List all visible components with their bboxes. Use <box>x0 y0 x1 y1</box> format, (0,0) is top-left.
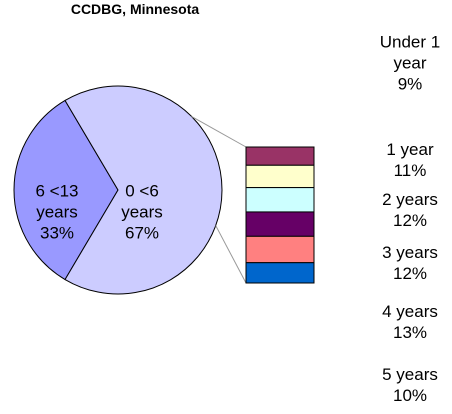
bar-segment <box>245 235 315 264</box>
label-text: 67% <box>124 223 160 243</box>
data-label: 3 years 12% <box>377 242 443 284</box>
label-text: 12% <box>392 264 428 283</box>
data-label: 5 years 10% <box>377 364 443 406</box>
label-text: 2 years <box>382 190 438 209</box>
pie-slice <box>64 85 223 295</box>
bar-segment <box>245 164 315 189</box>
label-text: 11% <box>393 161 427 180</box>
connector-line <box>215 225 247 284</box>
data-label: 1 year 11% <box>377 139 443 181</box>
label-text: 0 <6 years <box>121 181 163 222</box>
data-label: 6 <13 years 33% <box>31 181 83 244</box>
bar-segment <box>245 262 315 284</box>
label-text: 13% <box>392 323 428 342</box>
bar-segment <box>245 146 315 166</box>
label-text: Under 1 year <box>379 32 441 73</box>
bar-segment <box>245 211 315 237</box>
label-text: 5 years <box>382 365 438 384</box>
label-text: 1 year <box>386 140 434 159</box>
label-text: 10% <box>392 386 428 405</box>
label-text: 12% <box>392 211 428 230</box>
data-label: 4 years 13% <box>377 301 443 343</box>
label-text: 4 years <box>382 302 438 321</box>
data-label: 2 years 12% <box>377 189 443 231</box>
label-text: 3 years <box>382 243 438 262</box>
label-text: 9% <box>397 74 423 94</box>
pie-slice <box>13 99 119 281</box>
bar-segment <box>245 187 315 213</box>
chart-title: CCDBG, Minnesota <box>70 1 200 17</box>
data-label: Under 1 year 9% <box>377 32 443 95</box>
data-label: 0 <6 years 67% <box>111 181 173 244</box>
connector-line <box>191 116 247 148</box>
label-text: 33% <box>39 223 75 243</box>
label-text: 6 <13 years <box>35 181 79 222</box>
